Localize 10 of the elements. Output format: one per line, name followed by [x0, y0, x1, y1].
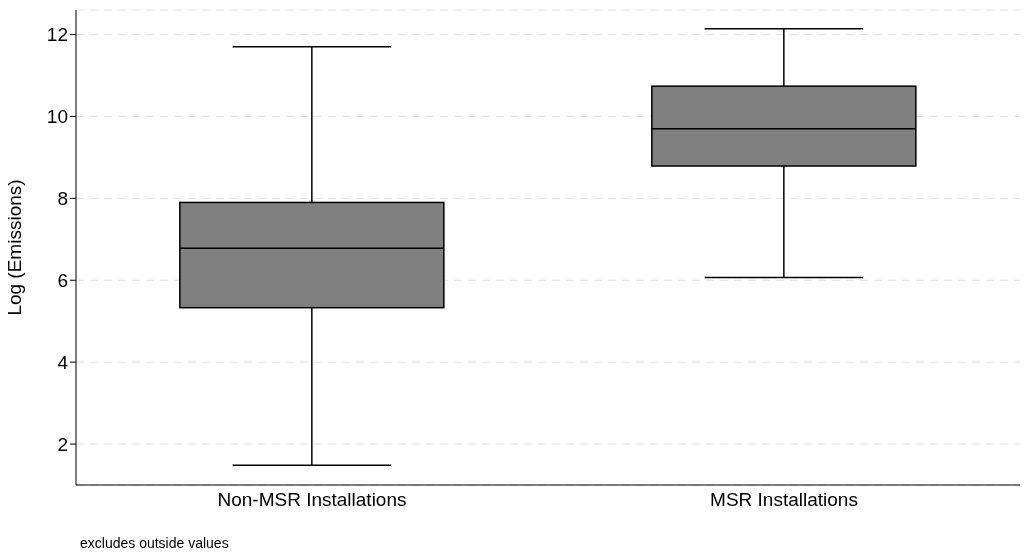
x-tick-label: Non-MSR Installations	[217, 489, 407, 511]
y-tick-label: 6	[57, 270, 68, 291]
y-tick-label: 2	[57, 433, 68, 455]
y-tick-label: 8	[57, 188, 68, 210]
text: excludes outside values	[80, 535, 229, 551]
y-tick-label: 12	[46, 24, 68, 46]
y-tick-label: 10	[46, 106, 68, 128]
y-axis-title: Log (Emissions)	[3, 179, 25, 316]
y-tick-label: 4	[57, 351, 69, 373]
x-tick-label: MSR Installations	[710, 489, 858, 511]
